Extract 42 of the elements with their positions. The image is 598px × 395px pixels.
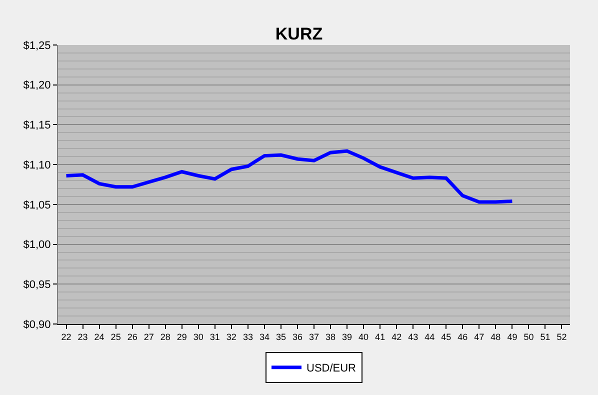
x-tick-label: 47 xyxy=(474,332,484,342)
x-tick-label: 51 xyxy=(540,332,550,342)
x-tick-label: 22 xyxy=(61,332,72,342)
x-tick-label: 36 xyxy=(292,332,302,342)
x-tick-label: 32 xyxy=(226,332,236,342)
x-tick-label: 35 xyxy=(276,332,286,342)
legend-label: USD/EUR xyxy=(306,362,356,375)
x-tick-label: 46 xyxy=(458,332,468,342)
x-tick-label: 37 xyxy=(308,332,320,342)
x-tick-label: 25 xyxy=(110,332,121,342)
x-tick-label: 23 xyxy=(78,332,88,342)
x-tick-label: 41 xyxy=(375,332,386,342)
chart-title: KURZ xyxy=(275,24,323,44)
x-tick-label: 29 xyxy=(176,332,187,342)
x-tick-label: 39 xyxy=(342,332,352,342)
x-tick-label: 30 xyxy=(193,332,204,342)
x-tick-label: 27 xyxy=(144,332,154,342)
y-tick-label: $0,95 xyxy=(23,278,51,291)
x-tick-label: 24 xyxy=(94,332,104,342)
x-tick-label: 42 xyxy=(392,332,402,342)
x-tick-label: 49 xyxy=(507,332,518,342)
line-series xyxy=(64,149,514,204)
x-tick-label: 43 xyxy=(408,332,418,342)
x-tick-label: 38 xyxy=(326,332,336,342)
x-tick-label: 26 xyxy=(127,332,138,342)
x-tick-label: 33 xyxy=(242,332,253,342)
y-tick-label: $0,90 xyxy=(23,318,51,331)
y-tick-label: $1,15 xyxy=(23,120,51,132)
y-tick-label: $1,10 xyxy=(23,159,51,172)
x-tick-label: 48 xyxy=(490,332,501,342)
x-tick-label: 34 xyxy=(259,332,270,342)
x-tick-label: 28 xyxy=(160,332,170,342)
y-tick-label: $1,25 xyxy=(23,40,51,52)
x-tick-label: 31 xyxy=(210,332,220,342)
x-tick-label: 45 xyxy=(441,332,452,342)
x-tick-label: 40 xyxy=(358,332,369,342)
x-tick-label: 52 xyxy=(556,332,567,342)
y-tick-label: $1,05 xyxy=(23,199,51,212)
x-tick-label: 50 xyxy=(524,332,534,342)
x-tick-label: 44 xyxy=(424,332,435,342)
y-tick-label: $1,20 xyxy=(23,80,51,92)
y-tick-label: $1,00 xyxy=(23,239,51,252)
